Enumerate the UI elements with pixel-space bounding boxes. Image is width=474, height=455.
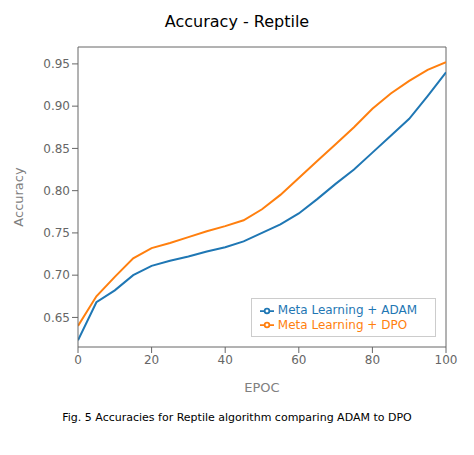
svg-text:0.70: 0.70 bbox=[43, 268, 70, 282]
svg-text:0.90: 0.90 bbox=[43, 99, 70, 113]
svg-text:100: 100 bbox=[435, 353, 458, 367]
svg-text:0.80: 0.80 bbox=[43, 184, 70, 198]
svg-text:20: 20 bbox=[144, 353, 159, 367]
svg-text:80: 80 bbox=[365, 353, 380, 367]
svg-text:0.85: 0.85 bbox=[43, 142, 70, 156]
svg-text:60: 60 bbox=[291, 353, 306, 367]
svg-text:0: 0 bbox=[74, 353, 82, 367]
svg-text:0.95: 0.95 bbox=[43, 57, 70, 71]
svg-text:EPOC: EPOC bbox=[244, 380, 279, 395]
svg-text:0.65: 0.65 bbox=[43, 311, 70, 325]
html-text:Fig. 5 Accuracies for Reptile: Fig. 5 Accuracies for Reptile algorithm … bbox=[62, 411, 412, 424]
svg-text:0.75: 0.75 bbox=[43, 226, 70, 240]
svg-text:40: 40 bbox=[218, 353, 233, 367]
html-text:Accuracy - Reptile: Accuracy - Reptile bbox=[164, 12, 310, 31]
svg-text:Accuracy: Accuracy bbox=[11, 167, 26, 227]
html-text:Meta Learning + DPO: Meta Learning + DPO bbox=[277, 317, 408, 332]
html-text:Meta Learning + ADAM: Meta Learning + ADAM bbox=[277, 303, 417, 317]
